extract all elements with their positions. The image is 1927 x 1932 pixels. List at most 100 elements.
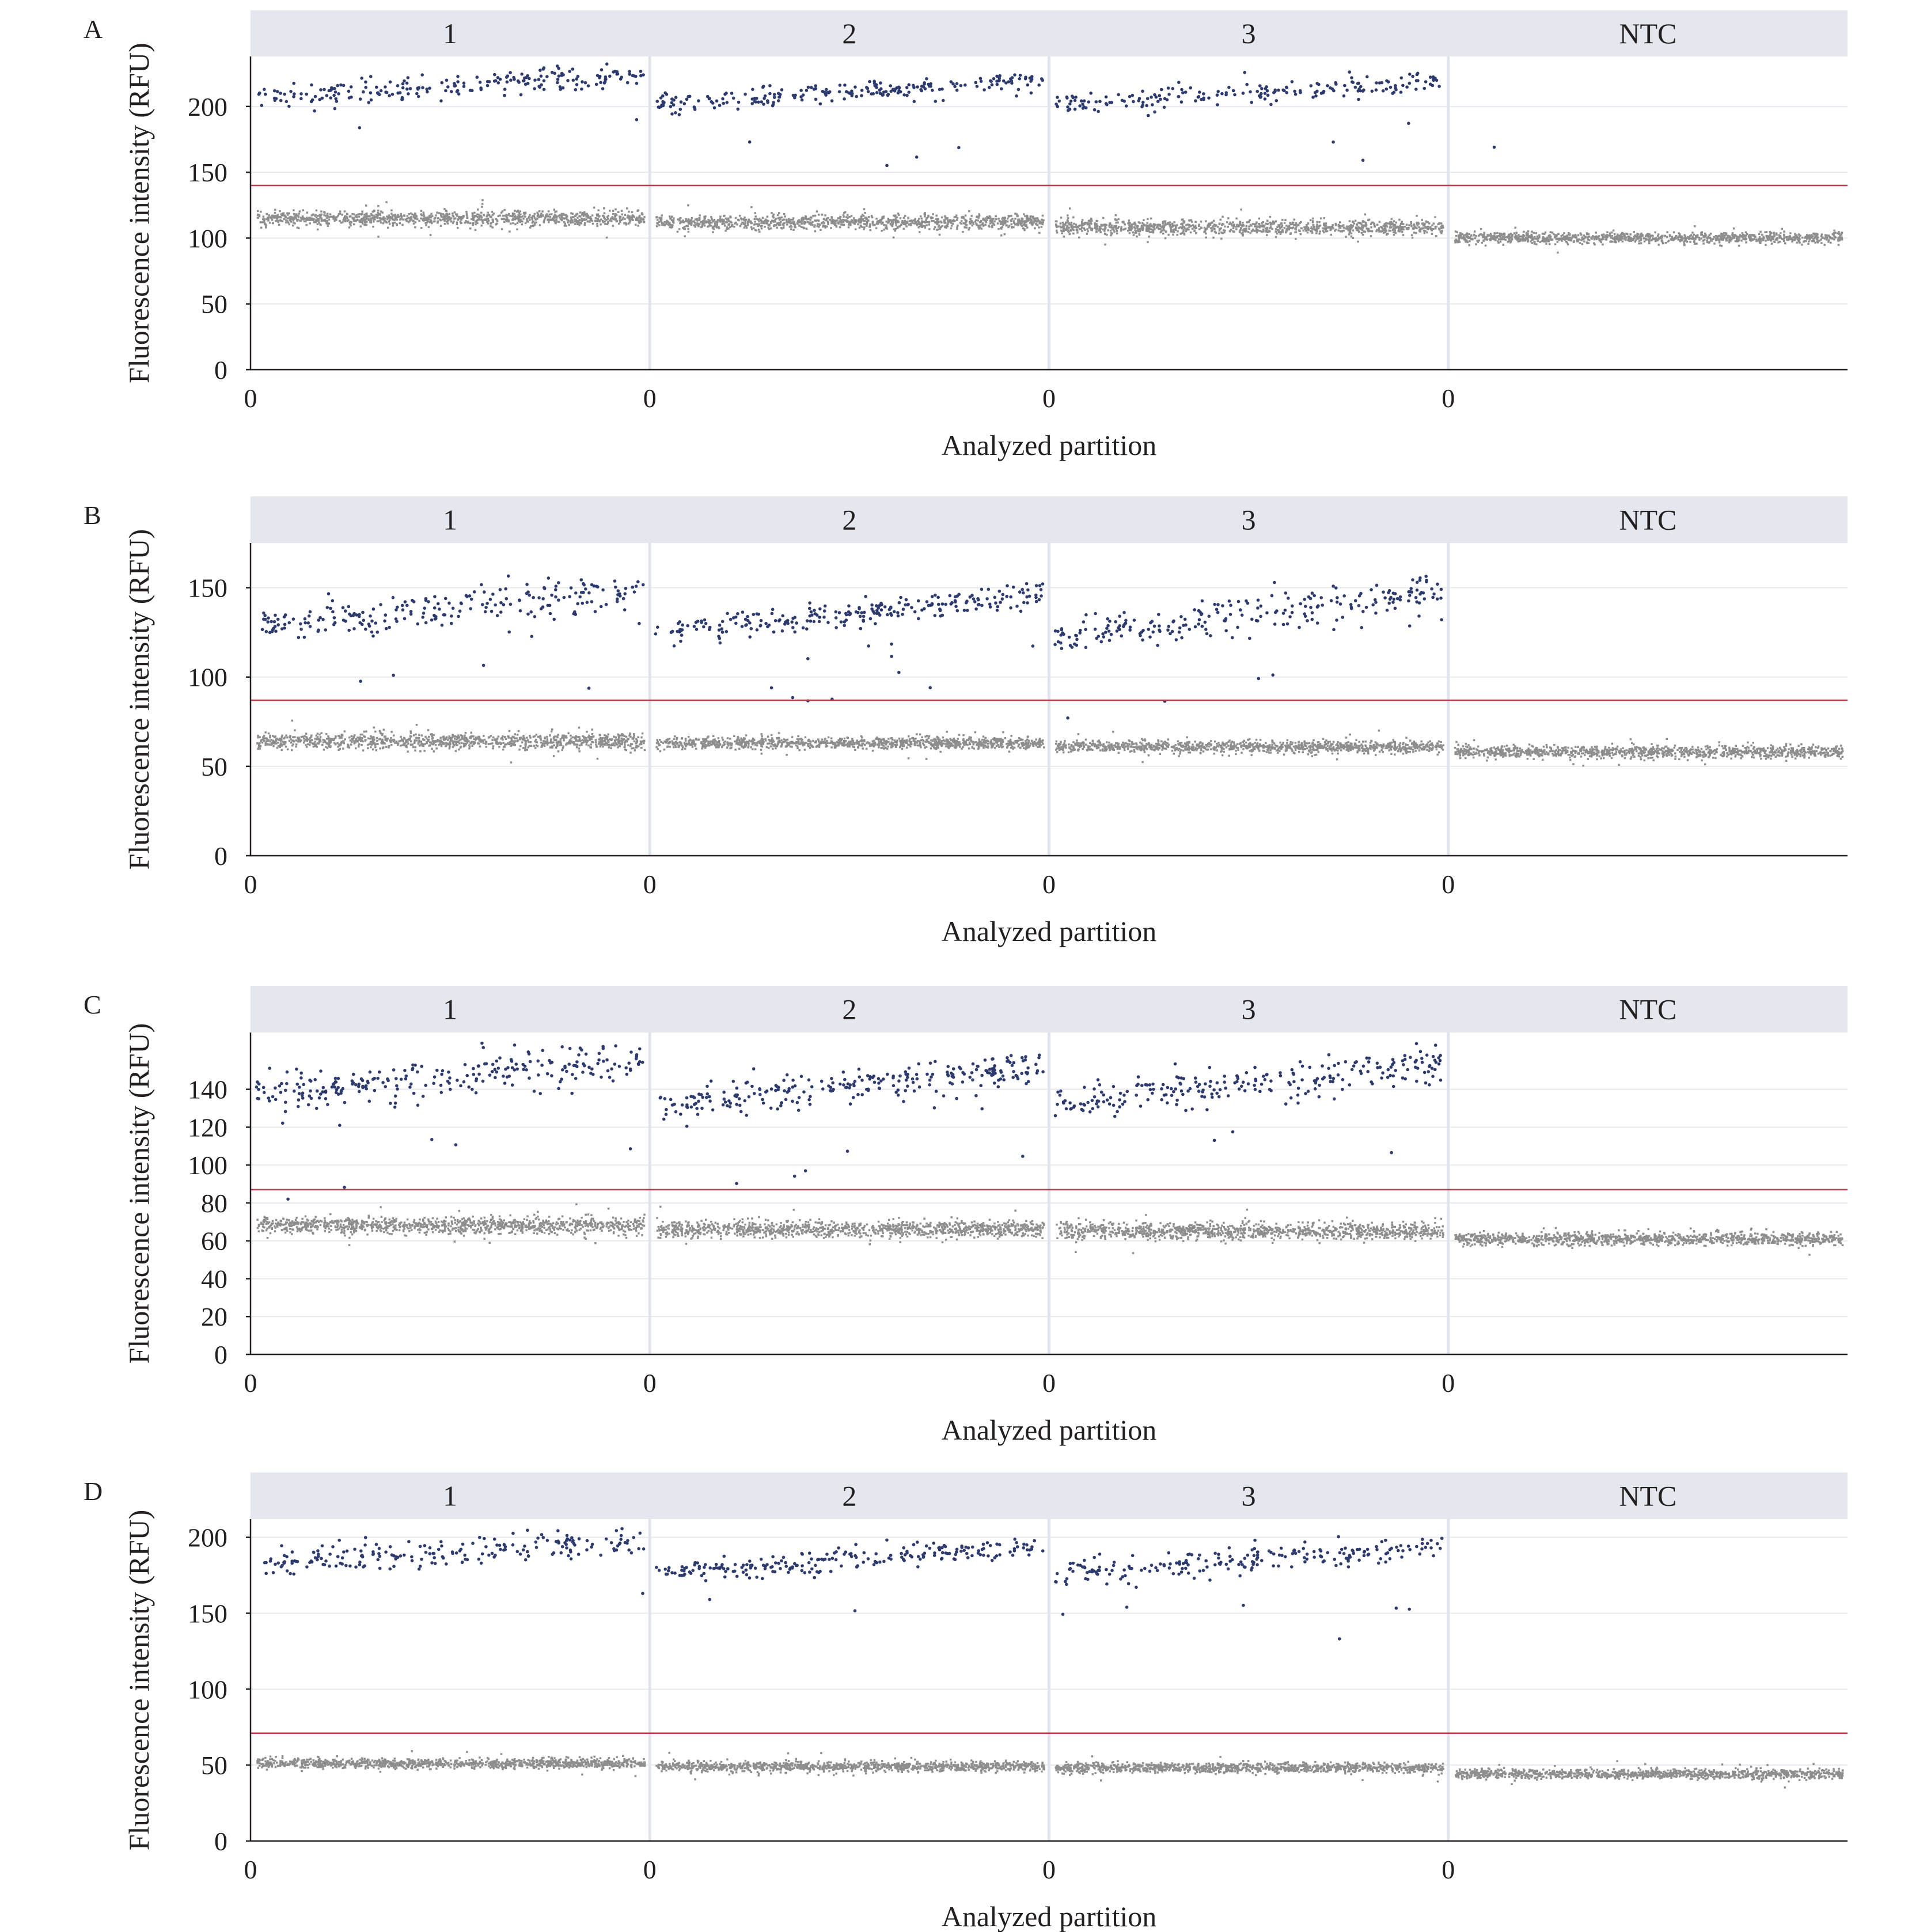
negative-droplet	[434, 217, 437, 219]
negative-droplet	[447, 222, 449, 225]
negative-droplet	[389, 223, 391, 225]
negative-droplet	[830, 219, 833, 222]
negative-droplet	[1597, 236, 1599, 238]
positive-droplet	[725, 101, 729, 104]
positive-droplet	[1167, 93, 1171, 96]
negative-droplet	[1252, 223, 1254, 225]
positive-droplet	[794, 94, 797, 97]
negative-droplet	[529, 214, 531, 217]
negative-droplet	[1740, 240, 1743, 242]
positive-droplet	[732, 97, 735, 100]
positive-droplet	[860, 89, 864, 92]
negative-droplet	[1602, 236, 1604, 238]
negative-droplet	[392, 215, 394, 217]
positive-droplet	[1140, 105, 1144, 109]
negative-droplet	[1531, 231, 1533, 233]
negative-droplet	[415, 215, 418, 217]
negative-droplet	[1435, 227, 1437, 230]
negative-droplet	[1034, 227, 1036, 230]
positive-droplet	[762, 103, 765, 106]
positive-droplet	[1069, 100, 1073, 103]
negative-droplet	[1271, 228, 1273, 230]
negative-droplet	[1804, 240, 1806, 242]
negative-droplet	[1563, 232, 1565, 234]
negative-droplet	[991, 221, 993, 223]
negative-droplet	[572, 213, 574, 215]
negative-droplet	[1483, 233, 1485, 236]
negative-droplet	[607, 221, 609, 223]
positive-droplet	[562, 86, 565, 90]
positive-droplet	[964, 83, 967, 87]
negative-droplet	[1264, 225, 1266, 227]
negative-droplet	[1359, 222, 1361, 225]
negative-droplet	[767, 216, 769, 218]
negative-droplet	[760, 219, 762, 222]
positive-droplet	[524, 83, 528, 86]
negative-droplet	[1084, 222, 1087, 224]
negative-droplet	[1135, 229, 1137, 231]
negative-droplet	[671, 216, 673, 218]
positive-droplet	[991, 83, 994, 86]
positive-droplet	[388, 94, 391, 97]
negative-droplet	[380, 222, 382, 224]
negative-droplet	[1474, 230, 1476, 233]
negative-droplet	[1192, 228, 1194, 230]
positive-droplet	[526, 74, 529, 78]
positive-droplet	[925, 77, 928, 81]
negative-droplet	[716, 222, 718, 224]
positive-droplet	[1105, 103, 1109, 107]
negative-droplet	[1063, 228, 1065, 230]
negative-droplet	[701, 221, 704, 223]
negative-droplet	[903, 217, 905, 219]
negative-droplet	[1350, 226, 1352, 229]
positive-droplet	[1334, 82, 1338, 86]
negative-droplet	[265, 225, 267, 227]
negative-droplet	[943, 219, 946, 222]
x-tick-label: 0	[1042, 384, 1056, 413]
negative-droplet	[1262, 230, 1265, 233]
positive-droplet	[1147, 114, 1150, 117]
negative-droplet	[875, 227, 878, 230]
positive-droplet	[897, 92, 900, 95]
negative-droplet	[686, 225, 689, 227]
negative-droplet	[1172, 231, 1174, 233]
positive-droplet	[263, 88, 266, 91]
negative-droplet	[714, 222, 716, 225]
negative-droplet	[491, 211, 494, 213]
negative-droplet	[1636, 236, 1638, 238]
positive-droplet	[766, 99, 769, 103]
negative-droplet	[1222, 216, 1224, 218]
positive-droplet	[1227, 86, 1231, 89]
negative-droplet	[1545, 242, 1547, 245]
negative-droplet	[1378, 229, 1380, 231]
positive-droplet	[587, 84, 590, 88]
positive-droplet	[1225, 91, 1228, 94]
negative-droplet	[1030, 219, 1033, 221]
positive-droplet	[289, 90, 293, 93]
positive-droplet	[545, 75, 549, 78]
positive-droplet	[367, 101, 371, 104]
negative-droplet	[1394, 226, 1397, 228]
negative-droplet	[909, 220, 911, 222]
negative-droplet	[874, 224, 876, 226]
negative-droplet	[1537, 236, 1539, 238]
negative-droplet	[832, 219, 834, 221]
negative-droplet	[475, 229, 477, 231]
negative-droplet	[281, 214, 283, 217]
negative-droplet	[851, 215, 853, 217]
facet-label: 1	[443, 17, 457, 50]
positive-droplet	[314, 95, 317, 98]
positive-droplet	[748, 141, 752, 144]
positive-droplet	[1097, 110, 1100, 113]
negative-droplet	[473, 216, 476, 218]
negative-droplet	[1209, 222, 1212, 225]
negative-droplet	[1339, 221, 1341, 223]
negative-droplet	[792, 219, 794, 221]
positive-droplet	[580, 88, 583, 91]
negative-droplet	[1340, 230, 1342, 233]
negative-droplet	[377, 213, 380, 215]
negative-droplet	[1086, 233, 1088, 235]
negative-droplet	[1213, 227, 1215, 230]
negative-droplet	[1395, 232, 1397, 234]
negative-droplet	[724, 230, 727, 232]
